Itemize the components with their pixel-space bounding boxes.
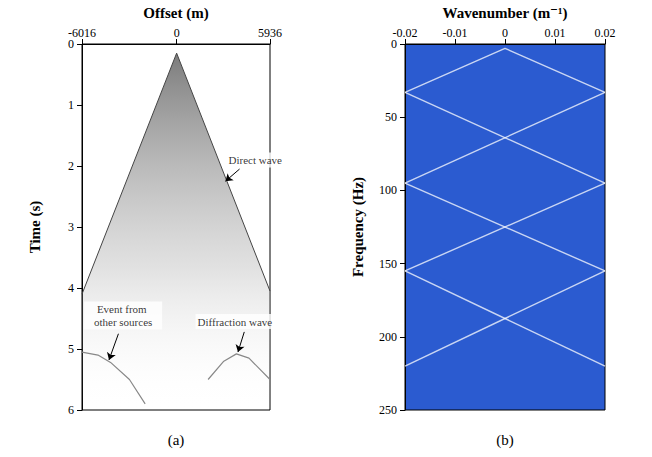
svg-text:100: 100 bbox=[379, 183, 397, 197]
svg-text:Diffraction wave: Diffraction wave bbox=[198, 316, 273, 328]
svg-text:0: 0 bbox=[391, 37, 397, 51]
svg-text:5: 5 bbox=[68, 342, 74, 356]
svg-text:Direct wave: Direct wave bbox=[229, 154, 283, 166]
svg-text:-0.01: -0.01 bbox=[443, 26, 468, 40]
svg-text:3: 3 bbox=[68, 220, 74, 234]
svg-text:50: 50 bbox=[385, 110, 397, 124]
svg-text:Offset (m): Offset (m) bbox=[143, 5, 208, 22]
svg-text:(b): (b) bbox=[496, 432, 514, 449]
svg-text:-6016: -6016 bbox=[68, 26, 96, 40]
svg-text:Event from: Event from bbox=[97, 303, 150, 315]
svg-text:(a): (a) bbox=[168, 432, 185, 449]
svg-text:Wavenumber (m⁻¹): Wavenumber (m⁻¹) bbox=[442, 5, 567, 22]
svg-text:150: 150 bbox=[379, 257, 397, 271]
svg-text:5936: 5936 bbox=[258, 26, 282, 40]
svg-text:0: 0 bbox=[502, 26, 508, 40]
svg-text:250: 250 bbox=[379, 403, 397, 417]
svg-text:6: 6 bbox=[68, 403, 74, 417]
svg-text:Time (s): Time (s) bbox=[27, 201, 44, 254]
svg-text:other sources: other sources bbox=[94, 316, 152, 328]
svg-text:Frequency (Hz): Frequency (Hz) bbox=[350, 177, 367, 277]
svg-text:-0.02: -0.02 bbox=[393, 26, 418, 40]
svg-text:2: 2 bbox=[68, 159, 74, 173]
svg-text:0.02: 0.02 bbox=[595, 26, 616, 40]
svg-text:1: 1 bbox=[68, 98, 74, 112]
svg-text:0: 0 bbox=[174, 26, 180, 40]
svg-text:0.01: 0.01 bbox=[545, 26, 566, 40]
svg-text:0: 0 bbox=[68, 37, 74, 51]
svg-text:4: 4 bbox=[68, 281, 74, 295]
svg-text:200: 200 bbox=[379, 330, 397, 344]
